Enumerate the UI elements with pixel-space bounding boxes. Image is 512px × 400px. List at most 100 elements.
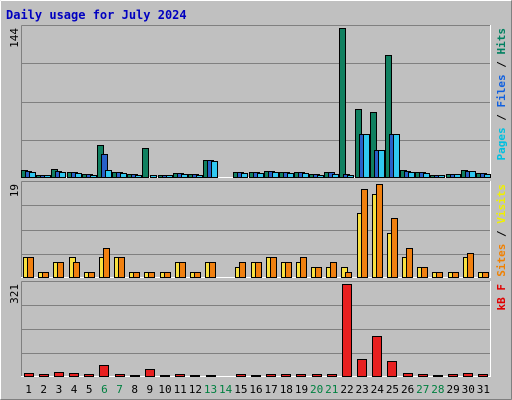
bar-visits-sites-day-9 xyxy=(148,272,155,278)
bar-kbytes-kb-f-day-18 xyxy=(281,374,291,377)
chart-title: Daily usage for July 2024 xyxy=(6,8,187,22)
bar-kbytes-kb-f-day-4 xyxy=(69,373,79,377)
x-tick-label-day-25: 25 xyxy=(386,383,399,396)
bar-visits-sites-day-5 xyxy=(88,272,95,278)
bar-visits-sites-day-23 xyxy=(361,189,368,278)
x-tick-label-day-27: 27 xyxy=(416,383,429,396)
bar-hits-pages-day-4 xyxy=(75,173,82,178)
legend-entry: Visits xyxy=(495,184,508,224)
bar-hits-pages-day-20 xyxy=(317,175,324,178)
x-tick-label-day-28: 28 xyxy=(431,383,444,396)
legend-entry: Sites xyxy=(495,244,508,277)
legend-entry: / xyxy=(495,108,508,128)
bar-hits-pages-day-6 xyxy=(105,170,112,178)
bar-hits-pages-day-9 xyxy=(150,175,157,178)
x-tick-label-day-15: 15 xyxy=(234,383,247,396)
x-tick-label-day-31: 31 xyxy=(477,383,490,396)
bar-kbytes-kb-f-day-31 xyxy=(478,374,488,377)
legend-entry: / xyxy=(495,224,508,244)
panel-kbytes-ymax-label: 321 xyxy=(8,284,21,304)
bar-visits-sites-day-19 xyxy=(300,257,307,278)
bar-visits-sites-day-16 xyxy=(255,262,262,278)
x-tick-label-day-16: 16 xyxy=(249,383,262,396)
panel-visits: 19 Sites / Visits xyxy=(8,181,508,278)
bar-visits-sites-day-27 xyxy=(421,267,428,278)
x-tick-label-day-9: 9 xyxy=(147,383,154,396)
x-tick-label-day-6: 6 xyxy=(101,383,108,396)
x-tick-label-day-12: 12 xyxy=(189,383,202,396)
bar-visits-sites-day-8 xyxy=(133,272,140,278)
bar-visits-sites-day-25 xyxy=(391,218,398,278)
bar-hits-pages-day-21 xyxy=(332,174,339,178)
bar-hits-pages-day-12 xyxy=(196,175,203,178)
legend-entry: Pages xyxy=(495,127,508,160)
bar-kbytes-kb-f-day-23 xyxy=(357,359,367,377)
bar-kbytes-kb-f-day-26 xyxy=(403,373,413,377)
bar-hits-pages-day-29 xyxy=(454,174,461,178)
bar-kbytes-kb-f-day-5 xyxy=(84,374,94,377)
x-tick-label-day-18: 18 xyxy=(280,383,293,396)
x-tick-label-day-2: 2 xyxy=(40,383,47,396)
bar-hits-hits-day-9 xyxy=(142,148,149,178)
x-tick-label-day-11: 11 xyxy=(174,383,187,396)
x-tick-label-day-24: 24 xyxy=(371,383,385,396)
bar-visits-sites-day-28 xyxy=(436,272,443,278)
bar-kbytes-kb-f-day-7 xyxy=(115,374,125,377)
panel-visits-legend: Sites / Visits xyxy=(495,184,508,277)
bar-hits-hits-day-25 xyxy=(385,55,392,178)
bar-kbytes-kb-f-day-15 xyxy=(236,374,246,377)
bar-visits-sites-day-12 xyxy=(194,272,201,278)
panel-kbytes-legend: kB F xyxy=(495,284,508,311)
bar-kbytes-kb-f-day-22 xyxy=(342,284,352,377)
bar-hits-pages-day-22 xyxy=(347,175,354,178)
x-tick-label-day-10: 10 xyxy=(158,383,171,396)
panel-kbytes: 321 kB F xyxy=(8,281,508,377)
bar-hits-pages-day-7 xyxy=(120,173,127,178)
legend-entry: / xyxy=(495,55,508,75)
legend-entry: Hits xyxy=(495,28,508,55)
bar-visits-sites-day-17 xyxy=(270,257,277,278)
bar-hits-pages-day-15 xyxy=(241,173,248,178)
bar-kbytes-kb-f-day-16 xyxy=(251,375,261,377)
x-tick-label-day-13: 13 xyxy=(204,383,217,396)
x-tick-label-day-23: 23 xyxy=(356,383,369,396)
x-tick-label-day-20: 20 xyxy=(310,383,323,396)
bar-kbytes-kb-f-day-19 xyxy=(296,374,306,377)
panel-hits-legend: Pages / Files / Hits xyxy=(495,28,508,161)
bar-hits-pages-day-17 xyxy=(272,172,279,178)
bar-kbytes-kb-f-day-24 xyxy=(372,336,382,377)
bar-kbytes-kb-f-day-27 xyxy=(418,374,428,377)
bar-hits-pages-day-30 xyxy=(469,171,476,178)
bar-kbytes-kb-f-day-1 xyxy=(24,373,34,377)
bar-kbytes-kb-f-day-8 xyxy=(130,375,140,377)
bar-visits-sites-day-1 xyxy=(27,257,34,278)
bar-kbytes-kb-f-day-28 xyxy=(433,375,443,377)
bar-visits-sites-day-30 xyxy=(467,253,474,278)
bar-hits-pages-day-25 xyxy=(393,134,400,178)
legend-entry: Files xyxy=(495,74,508,107)
bar-hits-pages-day-23 xyxy=(363,134,370,178)
bar-kbytes-kb-f-day-21 xyxy=(327,374,337,377)
bar-hits-pages-day-16 xyxy=(257,173,264,178)
panel-hits-ymax-label: 144 xyxy=(8,28,21,48)
bar-kbytes-kb-f-day-13 xyxy=(206,375,216,377)
x-tick-label-day-8: 8 xyxy=(131,383,138,396)
panel-visits-ymax-label: 19 xyxy=(8,184,21,197)
bar-hits-files-day-6 xyxy=(101,154,108,178)
bar-visits-sites-day-3 xyxy=(57,262,64,278)
bar-hits-pages-day-13 xyxy=(211,161,218,178)
x-tick-label-day-29: 29 xyxy=(446,383,459,396)
bar-hits-pages-day-10 xyxy=(166,175,173,178)
bar-visits-sites-day-11 xyxy=(179,262,186,278)
bar-kbytes-kb-f-day-9 xyxy=(145,369,155,377)
panel-hits: 144 Pages / Files / Hits xyxy=(8,25,508,178)
bar-visits-sites-day-21 xyxy=(330,262,337,278)
bar-visits-sites-day-7 xyxy=(118,257,125,278)
bar-visits-sites-day-18 xyxy=(285,262,292,278)
x-tick-label-day-26: 26 xyxy=(401,383,414,396)
bar-visits-sites-day-6 xyxy=(103,248,110,278)
bar-hits-pages-day-24 xyxy=(378,150,385,178)
bar-hits-pages-day-8 xyxy=(135,175,142,178)
bar-visits-sites-day-31 xyxy=(482,272,489,278)
bar-visits-sites-day-20 xyxy=(315,267,322,278)
